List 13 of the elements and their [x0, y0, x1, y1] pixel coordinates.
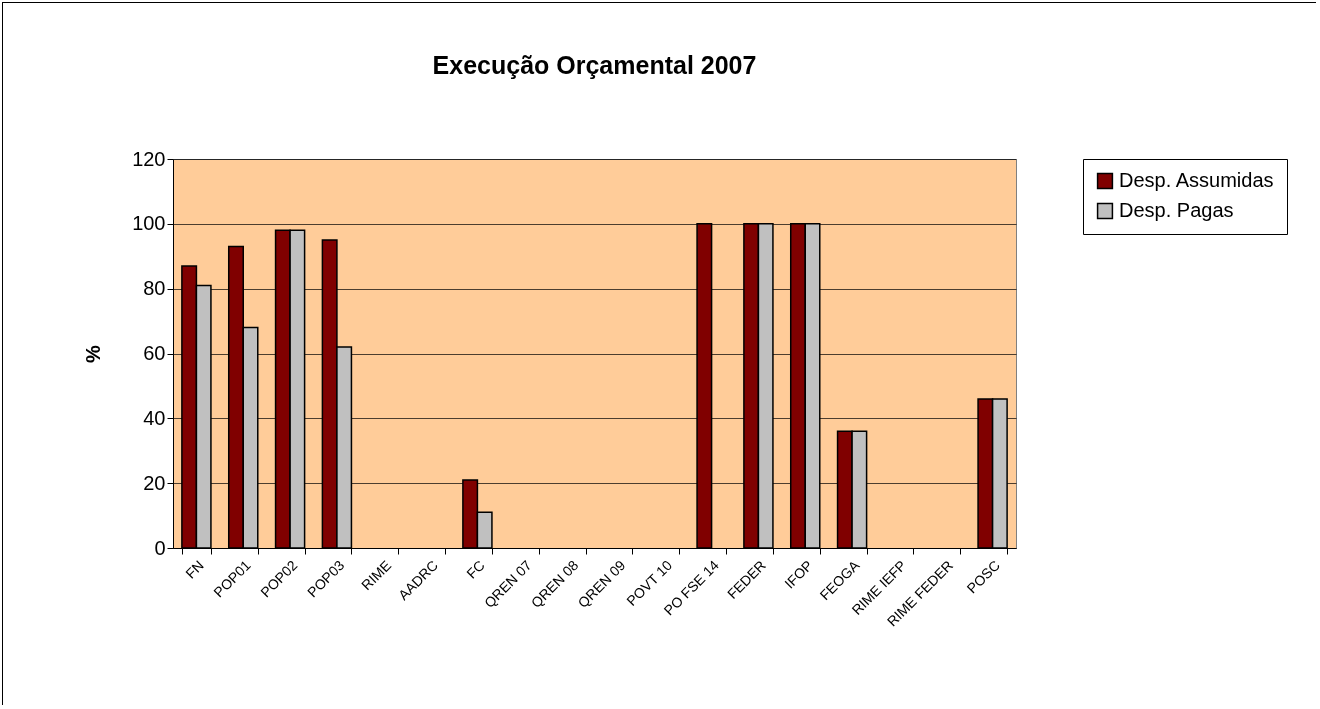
- y-tick-label: 60: [143, 342, 166, 364]
- y-tick-label: 120: [132, 147, 166, 170]
- y-tick-label: 0: [154, 536, 166, 559]
- legend-label: Desp. Pagas: [1119, 199, 1234, 221]
- y-tick-label: 40: [143, 406, 166, 429]
- x-tick-label: FN: [182, 557, 207, 582]
- y-axis-title: %: [82, 344, 105, 363]
- y-tick-label: 100: [132, 212, 166, 235]
- y-tick-label: 80: [143, 277, 166, 300]
- chart-title: Execução Orçamental 2007: [432, 51, 757, 79]
- x-tick-label: FC: [463, 557, 488, 582]
- y-tick-label: 20: [143, 471, 166, 494]
- legend-label: Desp. Assumidas: [1119, 169, 1274, 191]
